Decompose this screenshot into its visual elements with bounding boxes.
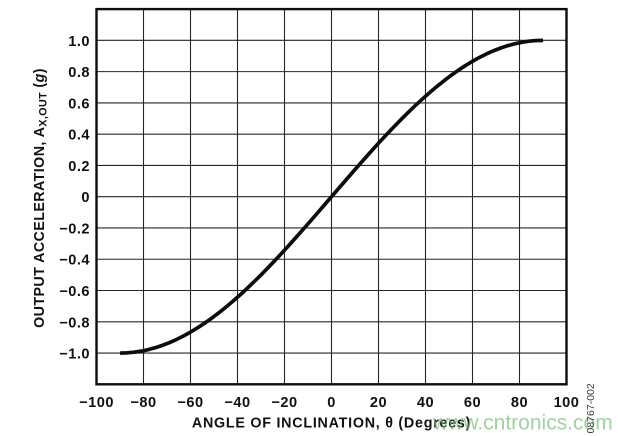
svg-text:20: 20 [370,395,387,411]
svg-text:OUTPUT ACCELERATION, AX,OUT (g: OUTPUT ACCELERATION, AX,OUT (g) [32,68,50,328]
svg-text:0.8: 0.8 [68,65,90,81]
svg-text:08767-002: 08767-002 [585,383,597,433]
svg-text:−0.8: −0.8 [59,315,90,331]
svg-text:−20: −20 [271,395,297,411]
svg-text:0: 0 [327,395,336,411]
svg-text:60: 60 [464,395,481,411]
svg-text:0: 0 [81,190,90,206]
svg-text:100: 100 [554,395,580,411]
svg-text:40: 40 [417,395,434,411]
svg-text:0.2: 0.2 [68,159,90,175]
svg-text:1.0: 1.0 [68,34,90,50]
svg-text:0.6: 0.6 [68,96,90,112]
svg-text:ANGLE OF INCLINATION, θ (Degre: ANGLE OF INCLINATION, θ (Degrees) [192,416,471,432]
svg-text:−80: −80 [130,395,156,411]
svg-text:www.cntronics.com: www.cntronics.com [432,412,613,435]
svg-text:80: 80 [511,395,528,411]
svg-text:−1.0: −1.0 [59,347,90,363]
svg-text:−100: −100 [79,395,114,411]
svg-text:0.4: 0.4 [68,128,90,144]
svg-text:−40: −40 [224,395,250,411]
svg-text:−0.2: −0.2 [59,222,90,238]
svg-text:−0.4: −0.4 [59,253,90,269]
svg-text:−60: −60 [177,395,203,411]
svg-text:−0.6: −0.6 [59,284,90,300]
